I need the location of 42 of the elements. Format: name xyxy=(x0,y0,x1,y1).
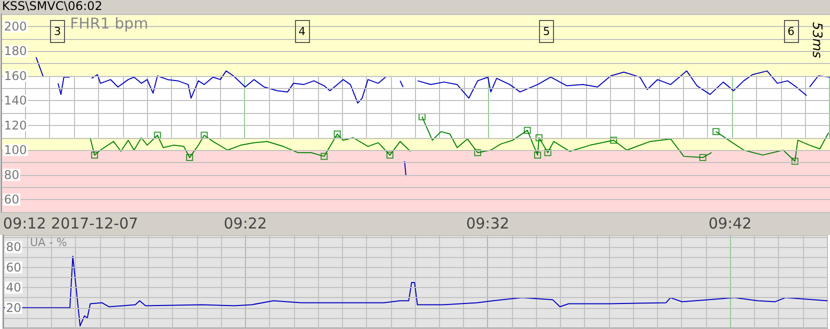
annotation: 4 xyxy=(294,20,310,43)
y-tick-label: 60 xyxy=(6,260,22,274)
point xyxy=(91,152,98,159)
y-tick-label: 180 xyxy=(4,44,27,58)
point xyxy=(534,152,542,159)
chart-title: KSS\SMVC\06:02 xyxy=(2,0,102,13)
point xyxy=(474,149,482,156)
x-tick-label: 09:12 2017-12-07 xyxy=(3,214,138,232)
line-series xyxy=(2,256,828,326)
x-tick-label: 09:22 xyxy=(224,214,267,232)
x-tick-label: 09:42 xyxy=(708,214,752,232)
point xyxy=(418,113,426,120)
y-axis-title: UA - % xyxy=(30,236,67,249)
point xyxy=(386,152,394,159)
point xyxy=(712,128,720,136)
annotation: 6 xyxy=(784,20,798,43)
y-tick-label: 120 xyxy=(4,118,27,132)
annotation: 3 xyxy=(50,20,65,43)
point xyxy=(186,154,194,162)
annotation: 5 xyxy=(539,20,554,43)
annotation: 53ms xyxy=(809,22,824,58)
y-tick-label: 80 xyxy=(4,168,20,182)
y-tick-label: 20 xyxy=(6,300,22,315)
x-tick-label: 09:32 xyxy=(466,214,510,232)
point xyxy=(154,132,161,139)
point xyxy=(320,152,328,160)
y-tick-label: 200 xyxy=(4,19,27,34)
point xyxy=(544,149,552,156)
y-tick-label: 40 xyxy=(6,280,22,295)
point xyxy=(524,126,531,134)
point xyxy=(699,154,706,162)
point xyxy=(536,134,543,142)
point xyxy=(200,132,208,139)
y-tick-label: 140 xyxy=(4,94,27,108)
y-tick-label: 100 xyxy=(4,143,27,158)
y-tick-label: 160 xyxy=(4,68,27,83)
point xyxy=(334,130,341,138)
point xyxy=(791,158,798,165)
y-tick-label: 60 xyxy=(4,192,20,207)
point xyxy=(610,136,618,144)
y-tick-label: 80 xyxy=(6,240,22,254)
y-axis-title: FHR1 bpm xyxy=(70,14,148,32)
